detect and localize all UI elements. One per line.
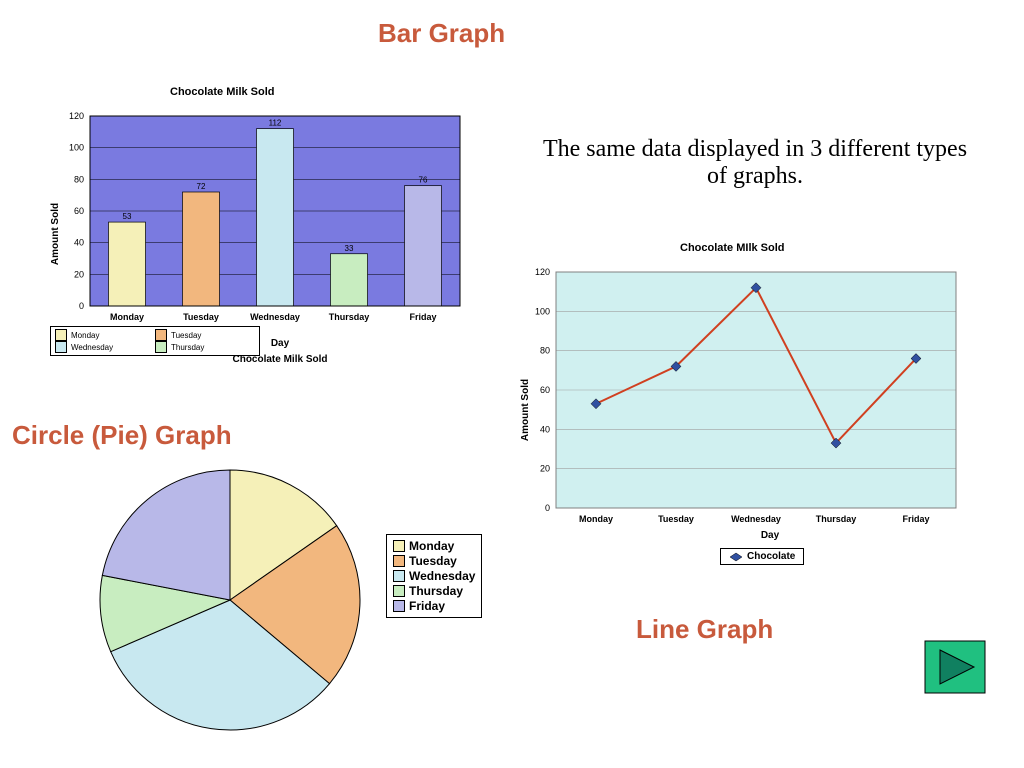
svg-text:112: 112: [269, 119, 282, 128]
svg-text:Amount Sold: Amount Sold: [50, 203, 61, 265]
line-chart-title: Chocolate MIlk Sold: [680, 242, 785, 254]
svg-text:33: 33: [345, 244, 354, 253]
svg-text:Friday: Friday: [902, 514, 929, 524]
svg-text:72: 72: [197, 182, 206, 191]
bar-legend-tue: Tuesday: [171, 331, 201, 340]
svg-text:Monday: Monday: [110, 312, 144, 322]
line-chart: Amount Sold 0 20 40 60 80 100 120 Monday Tuesday…: [510, 260, 970, 560]
pie-chart: [90, 460, 370, 740]
svg-text:0: 0: [545, 503, 550, 513]
pie-legend: Monday Tuesday Wednesday Thursday Friday: [386, 534, 482, 618]
bar-legend-wed: Wednesday: [71, 343, 113, 352]
svg-text:0: 0: [79, 301, 84, 311]
main-text: The same data displayed in 3 different t…: [540, 136, 970, 190]
bar-legend-mon: Monday: [71, 331, 99, 340]
svg-text:40: 40: [540, 424, 550, 434]
svg-text:Wednesday: Wednesday: [731, 514, 781, 524]
next-button[interactable]: [924, 640, 986, 694]
svg-text:Friday: Friday: [409, 312, 436, 322]
line-heading: Line Graph: [636, 614, 773, 645]
svg-text:80: 80: [74, 174, 84, 184]
svg-text:Day: Day: [761, 530, 780, 541]
svg-text:Monday: Monday: [579, 514, 613, 524]
svg-text:Amount Sold: Amount Sold: [520, 379, 531, 441]
svg-text:53: 53: [123, 212, 132, 221]
bar-chart-title: Chocolate Milk Sold: [170, 86, 275, 98]
svg-text:100: 100: [535, 306, 550, 316]
svg-text:120: 120: [69, 111, 84, 121]
line-legend: Chocolate: [720, 548, 804, 565]
bar-legend: Monday Tuesday Wednesday Thursday: [50, 326, 260, 356]
bar-heading: Bar Graph: [378, 18, 505, 49]
circle-heading: Circle (Pie) Graph: [12, 420, 232, 451]
svg-text:20: 20: [540, 464, 550, 474]
svg-text:76: 76: [419, 176, 428, 185]
svg-text:Day: Day: [271, 338, 290, 349]
svg-text:60: 60: [74, 206, 84, 216]
svg-text:80: 80: [540, 346, 550, 356]
line-legend-label: Chocolate: [747, 551, 795, 562]
svg-text:60: 60: [540, 385, 550, 395]
svg-text:20: 20: [74, 269, 84, 279]
pie-legend-fri: Friday: [409, 599, 445, 613]
svg-text:100: 100: [69, 143, 84, 153]
svg-text:Thursday: Thursday: [816, 514, 857, 524]
pie-legend-tue: Tuesday: [409, 554, 457, 568]
svg-text:40: 40: [74, 238, 84, 248]
svg-text:Tuesday: Tuesday: [183, 312, 219, 322]
svg-text:Tuesday: Tuesday: [658, 514, 694, 524]
pie-legend-thu: Thursday: [409, 584, 463, 598]
svg-text:120: 120: [535, 267, 550, 277]
pie-legend-mon: Monday: [409, 539, 454, 553]
svg-text:Thursday: Thursday: [329, 312, 370, 322]
pie-legend-wed: Wednesday: [409, 569, 475, 583]
svg-text:Wednesday: Wednesday: [250, 312, 300, 322]
bar-chart: Amount Sold 0 20 40 60 80 100 120 53 Monday 72 Tue…: [40, 104, 470, 364]
bar-legend-thu: Thursday: [171, 343, 204, 352]
